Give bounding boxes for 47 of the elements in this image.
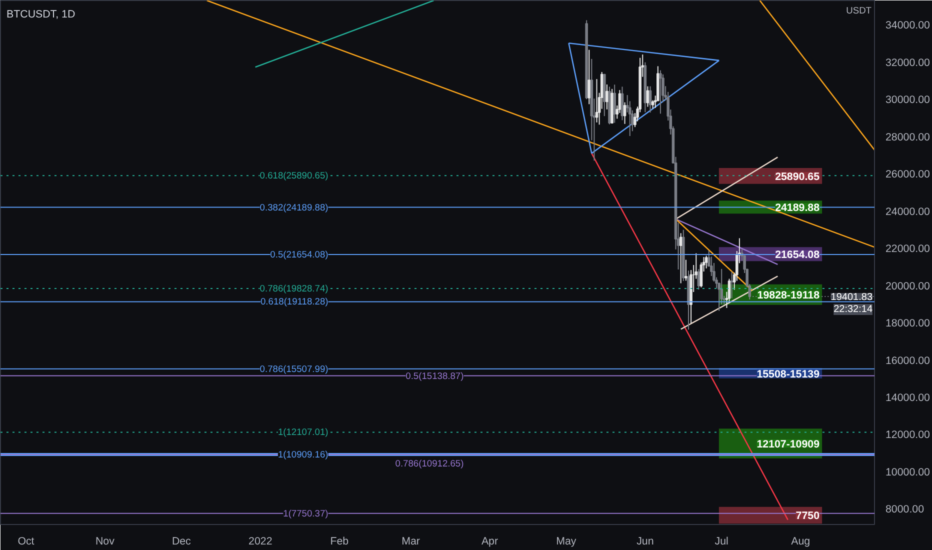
y-tick-label: 26000.00 [886, 168, 930, 181]
band-label: 21654.08 [775, 249, 820, 262]
ref-line-label: 0.618(19118.28) [260, 296, 328, 307]
ref-line-label: 1(12107.01) [278, 427, 328, 438]
x-tick-label: May [556, 536, 577, 548]
x-tick-label: Oct [18, 536, 34, 548]
ref-line-label: 1(10909.16) [278, 450, 328, 460]
x-tick-label: Jun [636, 536, 654, 548]
x-tick-label: Apr [481, 536, 498, 548]
y-tick-label: 20000.00 [886, 280, 930, 292]
x-tick-label: Mar [402, 536, 420, 548]
y-tick-label: 22000.00 [886, 243, 930, 256]
y-tick-label: 14000.00 [886, 392, 930, 404]
y-tick-label: 10000.00 [886, 466, 930, 478]
ref-line-label: 0.382(24189.88) [260, 202, 328, 212]
ref-line-label: 0.618(25890.65) [260, 170, 328, 181]
ref-line-label: 0.5(21654.08) [270, 250, 328, 260]
x-tick-label: Nov [95, 536, 116, 548]
x-tick-label: Feb [330, 536, 349, 548]
y-tick-label: 24000.00 [886, 206, 930, 218]
band-label: 25890.65 [775, 170, 820, 183]
x-tick-label: 2022 [248, 536, 272, 548]
annotation: 19401.83 [830, 292, 873, 303]
y-tick-label: 18000.00 [886, 318, 930, 330]
x-tick-label: Jul [714, 536, 728, 548]
y-tick-label: 8000.00 [886, 504, 924, 516]
x-tick-label: Aug [791, 536, 810, 548]
band-label: 15508-15139 [756, 368, 820, 380]
y-axis-title: USDT [846, 6, 872, 16]
band-label: 12107-10909 [756, 438, 820, 451]
y-tick-label: 34000.00 [886, 20, 930, 32]
y-tick-label: 28000.00 [886, 131, 930, 144]
ref-line-label: 0.786(15507.99) [260, 364, 328, 374]
x-tick-label: Dec [172, 536, 192, 548]
annotation: 22:32:14 [834, 304, 873, 315]
ref-line-label: 0.786(10912.65) [395, 458, 464, 468]
ref-line-label: 0.786(19828.74) [260, 283, 328, 294]
band-label: 24189.88 [775, 202, 820, 214]
y-tick-label: 12000.00 [886, 429, 930, 442]
ref-line-label: 0.5(15138.87) [406, 370, 464, 381]
text: BTCUSDT, 1D [6, 8, 76, 20]
y-tick-label: 16000.00 [886, 354, 930, 367]
band-label: 7750 [796, 510, 820, 522]
y-tick-label: 30000.00 [886, 94, 930, 106]
band-label: 19828-19118 [757, 290, 820, 302]
y-tick-label: 32000.00 [886, 56, 930, 69]
ref-line-label: 1(7750.37) [283, 508, 328, 518]
